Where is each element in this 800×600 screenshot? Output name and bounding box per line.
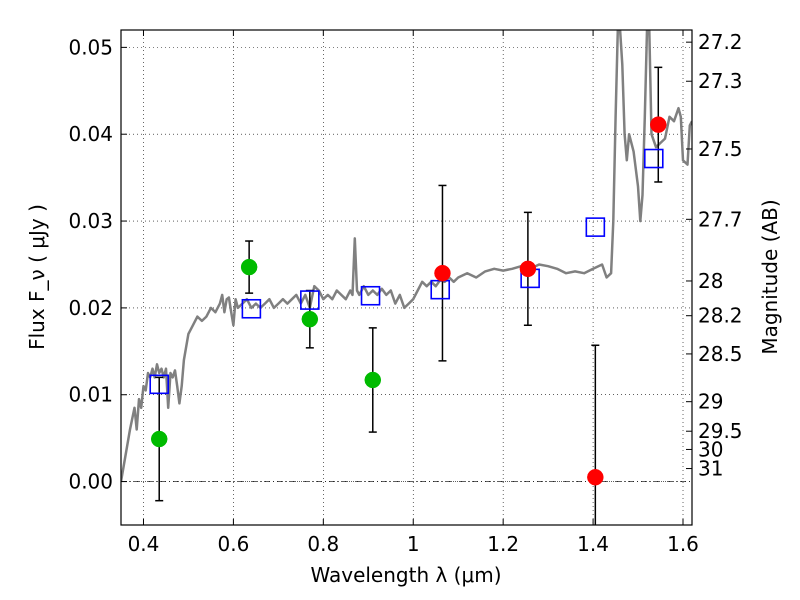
green-data-point [364, 371, 382, 389]
y-axis-right-label: Magnitude (AB) [758, 199, 782, 354]
green-data-point [150, 430, 168, 448]
model-photometry-square [149, 374, 170, 395]
red-data-point [519, 260, 537, 278]
y-tick-label: 0.05 [68, 35, 113, 59]
x-tick-label: 1.2 [487, 532, 519, 556]
x-tick-label: 0.6 [217, 532, 249, 556]
model-spectrum [121, 30, 692, 482]
y-tick-label: 0.00 [68, 470, 113, 494]
x-tick-label: 0.8 [307, 532, 339, 556]
error-bars [155, 66, 663, 525]
model-photometry-square [300, 290, 320, 310]
model-spectrum-line [121, 30, 692, 482]
x-tick-label: 1.4 [577, 532, 609, 556]
model-photometry-square [643, 148, 664, 169]
x-tick-label: 1.6 [667, 532, 699, 556]
x-axis-label: Wavelength λ (μm) [310, 563, 501, 587]
right-tick-label: 27.3 [698, 69, 743, 93]
plot-frame [120, 29, 693, 526]
green-data-point [301, 310, 319, 328]
grid-layer [121, 30, 692, 525]
model-photometry-square [241, 298, 262, 319]
model-photometry-square [360, 285, 381, 306]
right-tick-label: 28.2 [698, 304, 743, 328]
model-photometry-square [585, 217, 606, 237]
red-data-point [434, 264, 451, 282]
y-tick-label: 0.03 [68, 209, 113, 233]
y-tick-label: 0.04 [68, 122, 113, 146]
y-tick-label: 0.02 [68, 296, 113, 320]
red-data-point [650, 116, 667, 133]
right-tick-label: 27.7 [698, 207, 743, 231]
right-tick-label: 28.5 [698, 342, 743, 366]
y-tick-label: 0.01 [68, 383, 113, 407]
right-tick-label: 29.5 [698, 419, 743, 443]
x-tick-label: 0.4 [128, 532, 160, 556]
red-data-point [587, 468, 604, 486]
axis-ticks: 0.4 0.6 0.8 1 1.2 1.4 1.6 0.00 0.01 0.02 0.03 0.04 0… [68, 30, 743, 556]
right-tick-label: 30 [698, 437, 723, 461]
right-tick-label: 28 [698, 269, 723, 293]
green-data-point [240, 258, 258, 276]
right-tick-label: 29 [698, 390, 723, 414]
right-tick-label: 27.2 [698, 30, 743, 54]
y-axis-label: Flux F_ν ( μJy ) [25, 204, 49, 350]
x-tick-label: 1 [407, 532, 420, 556]
right-tick-label: 27.5 [698, 137, 743, 161]
right-tick-label: 31 [698, 457, 723, 481]
data-markers [149, 116, 667, 486]
axes-frame [120, 29, 693, 526]
